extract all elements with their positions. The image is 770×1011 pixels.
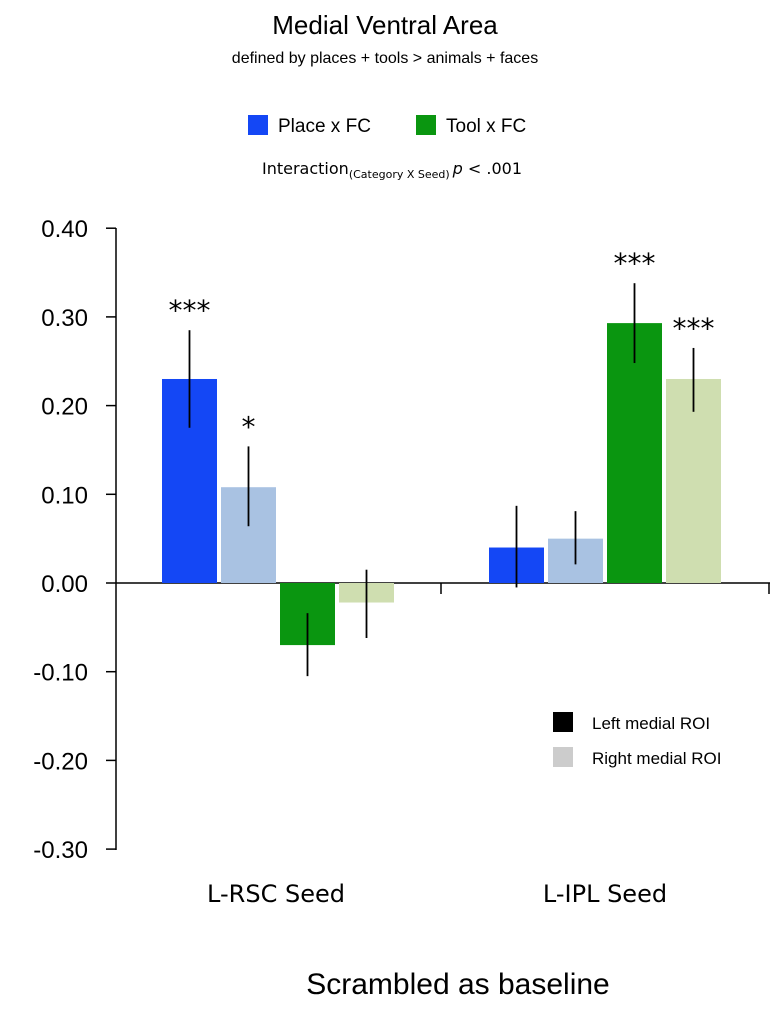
chart-subtitle: defined by places + tools > animals + fa… [232, 50, 538, 67]
y-tick-label: -0.30 [33, 837, 88, 864]
interaction-prefix: Interaction [262, 159, 349, 178]
interaction-p: p [452, 159, 463, 178]
interaction-subscript: (Category X Seed) [349, 168, 450, 181]
x-axis-title: Scrambled as baseline [306, 968, 610, 1001]
y-tick-label: 0.30 [41, 305, 88, 332]
y-ticks: 0.40 0.30 0.20 0.10 0.00 -0.10 -0.20 -0.30 [33, 216, 116, 864]
chart-title: Medial Ventral Area [272, 10, 498, 40]
legend-top: Place x FC Tool x FC [248, 115, 526, 137]
legend-label-left-roi: Left medial ROI [592, 714, 710, 733]
y-tick-label: 0.00 [41, 571, 88, 598]
y-tick-label: -0.10 [33, 660, 88, 687]
y-tick-label: -0.20 [33, 748, 88, 775]
legend-label-place: Place x FC [278, 116, 371, 137]
significance-marker: * [242, 410, 256, 443]
legend-label-tool: Tool x FC [446, 116, 526, 137]
legend-bottom: Left medial ROI Right medial ROI [553, 712, 721, 768]
legend-swatch-tool [416, 115, 436, 135]
bar [607, 323, 662, 583]
category-label-lipl: L-IPL Seed [543, 880, 667, 908]
legend-label-right-roi: Right medial ROI [592, 749, 721, 768]
legend-swatch-right-roi [553, 747, 573, 767]
significance-marker: *** [614, 247, 656, 280]
legend-swatch-place [248, 115, 268, 135]
y-tick-label: 0.40 [41, 216, 88, 243]
significance-marker: *** [169, 294, 211, 327]
y-tick-label: 0.20 [41, 394, 88, 421]
interaction-note: Interaction(Category X Seed) p < .001 [262, 159, 522, 181]
bar [666, 378, 721, 583]
legend-swatch-left-roi [553, 712, 573, 732]
significance-marker: *** [673, 312, 715, 345]
category-label-lrsc: L-RSC Seed [207, 880, 345, 908]
interaction-suffix: < .001 [463, 159, 522, 178]
bars: ********** [162, 247, 721, 677]
y-tick-label: 0.10 [41, 482, 88, 509]
